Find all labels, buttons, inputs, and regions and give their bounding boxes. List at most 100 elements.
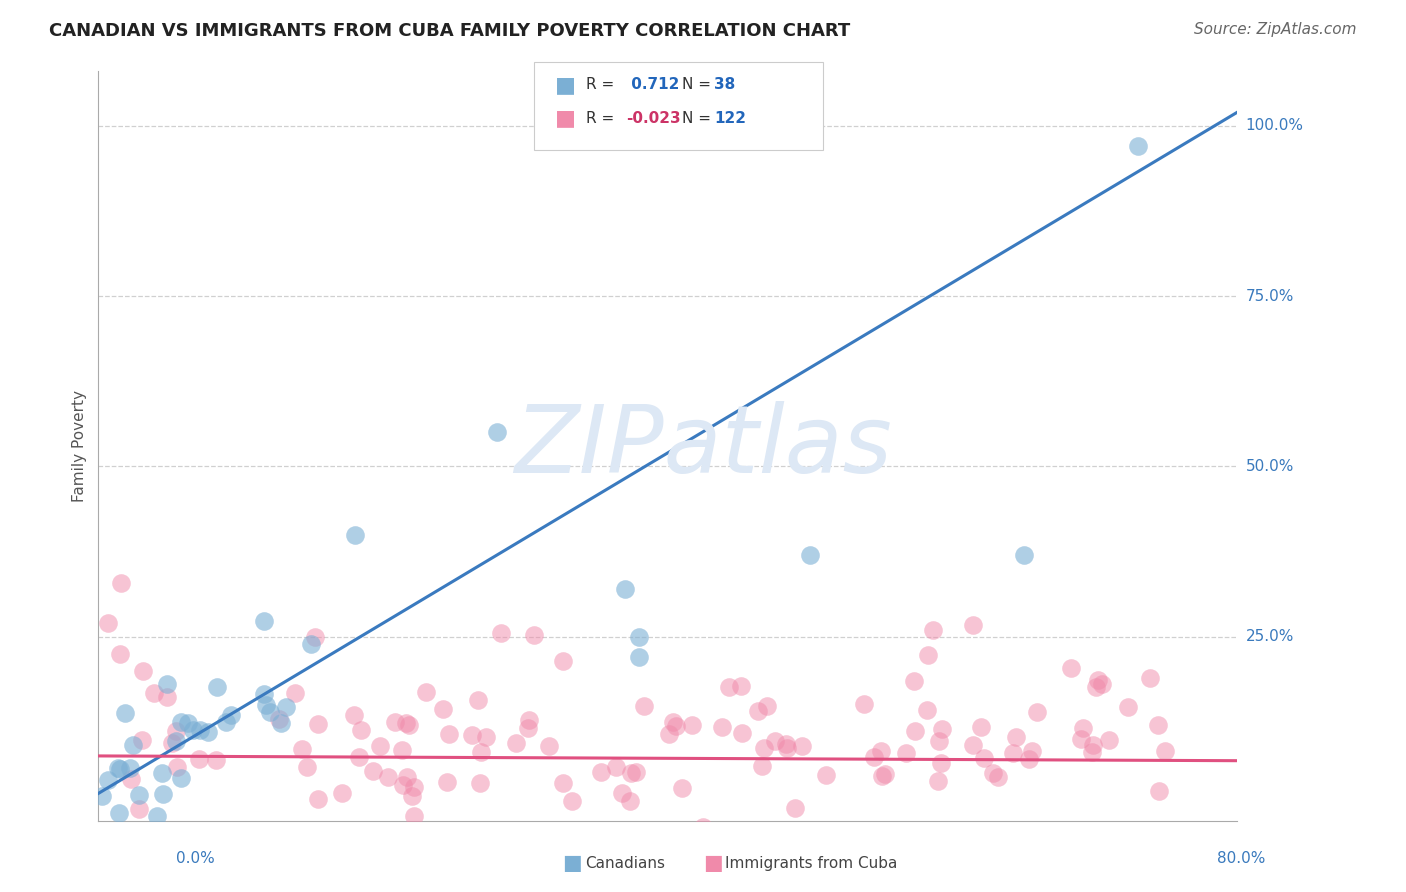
Point: [188, 752, 211, 766]
Point: [307, 716, 329, 731]
Text: 122: 122: [714, 112, 747, 126]
Point: [90, 789, 112, 803]
Text: R =: R =: [586, 78, 620, 92]
Point: [1087, 673, 1109, 687]
Point: [1146, 717, 1168, 731]
Point: [368, 739, 391, 754]
Point: [747, 704, 769, 718]
Point: [605, 760, 627, 774]
Point: [253, 614, 276, 628]
Point: [215, 715, 238, 730]
Point: [401, 789, 423, 804]
Point: [361, 764, 384, 779]
Point: [110, 575, 132, 590]
Point: [815, 768, 838, 782]
Point: [624, 765, 647, 780]
Point: [97, 615, 120, 630]
Point: [160, 736, 183, 750]
Point: [1001, 746, 1024, 760]
Point: [662, 714, 685, 729]
Point: [402, 780, 425, 795]
Text: ■: ■: [555, 109, 576, 128]
Text: 75.0%: 75.0%: [1246, 289, 1294, 303]
Point: [751, 759, 773, 773]
Point: [928, 734, 950, 748]
Point: [987, 771, 1010, 785]
Point: [491, 626, 513, 640]
Point: [205, 681, 228, 695]
Point: [1139, 671, 1161, 685]
Text: 0.712: 0.712: [626, 78, 679, 92]
Point: [384, 714, 406, 729]
Point: [307, 792, 329, 806]
Point: [915, 703, 938, 717]
Point: [165, 723, 187, 738]
Point: [904, 723, 927, 738]
Point: [970, 720, 993, 734]
Point: [270, 716, 292, 731]
Point: [436, 774, 458, 789]
Point: [299, 637, 322, 651]
Point: [1126, 139, 1149, 153]
Point: [1081, 745, 1104, 759]
Point: [962, 738, 984, 752]
Point: [166, 734, 188, 748]
Point: [475, 731, 498, 745]
Point: [108, 647, 131, 661]
Point: [903, 674, 925, 689]
Point: [343, 707, 366, 722]
Point: [931, 756, 953, 770]
Text: N =: N =: [682, 78, 716, 92]
Point: [1149, 784, 1171, 798]
Point: [894, 747, 917, 761]
Text: 50.0%: 50.0%: [1246, 459, 1294, 474]
Point: [183, 723, 205, 738]
Point: [718, 680, 741, 694]
Point: [692, 821, 714, 835]
Point: [114, 706, 136, 720]
Point: [517, 713, 540, 727]
Point: [1025, 705, 1047, 719]
Point: [619, 794, 641, 808]
Point: [610, 786, 633, 800]
Point: [415, 685, 437, 699]
Point: [1070, 731, 1092, 746]
Point: [523, 628, 546, 642]
Point: [146, 809, 169, 823]
Point: [269, 713, 291, 727]
Point: [863, 750, 886, 764]
Point: [150, 765, 173, 780]
Point: [853, 697, 876, 711]
Y-axis label: Family Poverty: Family Poverty: [72, 390, 87, 502]
Point: [131, 733, 153, 747]
Point: [665, 719, 688, 733]
Point: [132, 664, 155, 678]
Point: [122, 738, 145, 752]
Text: CANADIAN VS IMMIGRANTS FROM CUBA FAMILY POVERTY CORRELATION CHART: CANADIAN VS IMMIGRANTS FROM CUBA FAMILY …: [49, 22, 851, 40]
Point: [197, 724, 219, 739]
Point: [917, 648, 939, 663]
Point: [108, 806, 131, 821]
Point: [658, 727, 681, 741]
Point: [394, 715, 416, 730]
Point: [166, 760, 188, 774]
Point: [614, 582, 637, 596]
Point: [561, 794, 583, 808]
Point: [776, 740, 799, 755]
Point: [754, 740, 776, 755]
Point: [402, 809, 425, 823]
Point: [118, 761, 141, 775]
Point: [1081, 738, 1104, 752]
Point: [671, 781, 693, 796]
Point: [274, 700, 297, 714]
Point: [790, 739, 813, 753]
Text: -0.023: -0.023: [626, 112, 681, 126]
Point: [304, 630, 326, 644]
Point: [973, 751, 995, 765]
Point: [620, 766, 643, 780]
Point: [927, 773, 949, 788]
Point: [219, 708, 242, 723]
Point: [591, 765, 613, 780]
Point: [128, 802, 150, 816]
Point: [297, 760, 319, 774]
